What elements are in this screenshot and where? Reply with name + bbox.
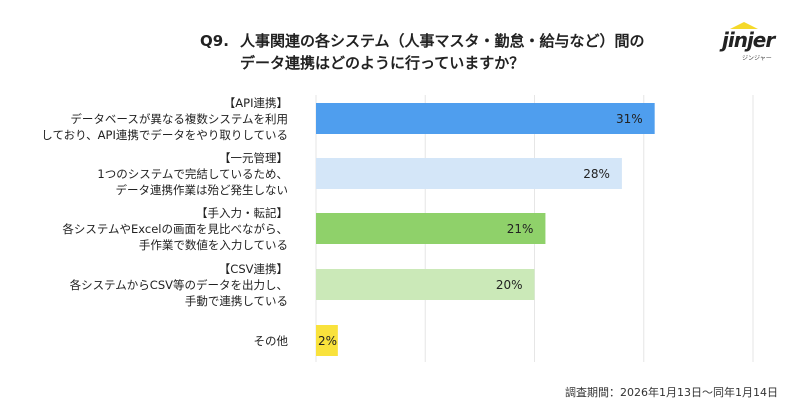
- bar: [316, 325, 338, 356]
- title-line-2: データ連携はどのように行っていますか？: [240, 54, 525, 72]
- data-label: 20%: [496, 278, 523, 292]
- title-line-1: 人事関連の各システム（人事マスタ・勤怠・給与など）間の: [240, 32, 645, 50]
- category-label: 【CSV連携】 各システムからCSV等のデータを出力し、 手動で連携している: [70, 261, 288, 309]
- roof-icon: [730, 22, 758, 29]
- bar: [316, 269, 535, 300]
- category-label-line: しており、API連携でデータをやり取りしている: [41, 127, 288, 142]
- category-label-line: データ連携作業は殆ど発生しない: [115, 182, 289, 197]
- bar: [316, 158, 622, 189]
- category-label-line: データベースが異なる複数システムを利用: [70, 111, 288, 126]
- category-label-line: 【一元管理】: [219, 150, 288, 165]
- category-label-line: 【CSV連携】: [218, 261, 288, 276]
- category-label: その他: [254, 333, 289, 349]
- bar: [316, 213, 546, 244]
- category-label-line: 【手入力・転記】: [196, 205, 288, 220]
- chart-title: Q9. 人事関連の各システム（人事マスタ・勤怠・給与など）間の データ連携はどのよ…: [200, 30, 645, 74]
- data-label: 31%: [616, 112, 643, 126]
- bar: [316, 103, 655, 134]
- data-label: 2%: [318, 334, 337, 348]
- data-label: 28%: [583, 167, 610, 181]
- category-label-line: 【API連携】: [223, 95, 288, 110]
- category-label-line: 1つのシステムで完結しているため、: [97, 166, 288, 181]
- category-label-line: 各システムやExcelの画面を見比べながら、: [62, 221, 288, 236]
- category-label-line: 各システムからCSV等のデータを出力し、: [69, 277, 288, 292]
- logo-word: jinjer: [722, 28, 775, 52]
- category-label: 【手入力・転記】 各システムやExcelの画面を見比べながら、 手作業で数値を入力し…: [62, 205, 288, 253]
- data-label: 21%: [507, 222, 534, 236]
- category-label: 【API連携】 データベースが異なる複数システムを利用 しており、API連携でデータ…: [41, 95, 288, 143]
- survey-period: 調査期間：2026年1月13日〜同年1月14日: [565, 386, 778, 399]
- category-label-line: 手作業で数値を入力している: [138, 237, 288, 252]
- category-label-line: 手動で連携している: [184, 293, 288, 308]
- category-label: 【一元管理】 1つのシステムで完結しているため、 データ連携作業は殆ど発生しない: [97, 150, 288, 198]
- question-number: Q9.: [200, 32, 229, 50]
- jinjer-logo: jinjer ジンジャー: [718, 22, 788, 62]
- category-label-line: その他: [253, 333, 289, 348]
- logo-kana: ジンジャー: [742, 55, 772, 62]
